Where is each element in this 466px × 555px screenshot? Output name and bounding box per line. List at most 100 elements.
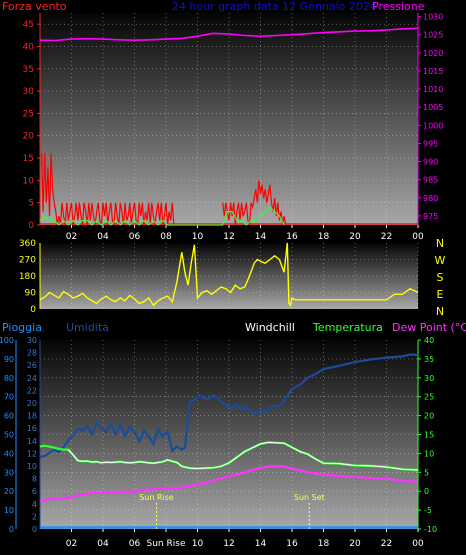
sun-set-label: Sun Set (294, 493, 325, 502)
humidity-axis-tick-label: 24 (27, 374, 37, 383)
time-tick-label: 22 (381, 539, 392, 549)
time-tick-label: 04 (97, 232, 109, 242)
time-tick-label: 00 (412, 539, 424, 549)
humidity-axis-tick-label: 12 (27, 449, 37, 458)
wind_avg-line (39, 206, 285, 226)
temperature-axis-tick-label: -10 (424, 525, 437, 534)
wind-axis-tick-label: 30 (23, 87, 35, 97)
wind-axis-tick-label: 45 (23, 20, 34, 30)
pressure-axis-tick-label: 1000 (423, 121, 443, 130)
wind-pressure-series (39, 27, 419, 226)
humidity-axis-tick-label: 20 (27, 399, 37, 408)
humidity-axis-tick-label: 0 (32, 525, 37, 534)
time-tick-label: 18 (318, 539, 330, 549)
time-tick-label: 06 (129, 232, 141, 242)
time-tick-label: Sun Rise (147, 539, 186, 549)
dewpoint-line (39, 465, 419, 503)
temperature-axis-tick-label: 0 (424, 487, 429, 496)
humidity-axis-tick-label: 6 (32, 487, 37, 496)
dewpoint-legend-label: Dew Point (°C) (392, 321, 466, 334)
pressure-axis-tick-label: 1010 (423, 85, 443, 94)
rain-axis-tick-label: 50 (4, 431, 14, 440)
humidity-axis-tick-label: 22 (27, 386, 37, 395)
temperature-axis: -10 -5 0 5 10 15 20 25 30 35 40 (417, 336, 437, 534)
rain-axis-tick-label: 90 (4, 355, 14, 364)
compass-label: N (436, 237, 444, 250)
direction-axis-tick-label: 180 (19, 272, 36, 282)
time-tick-label: 14 (255, 539, 267, 549)
rain-axis-tick-label: 0 (9, 525, 14, 534)
temperature-legend-label: Temperatura (312, 321, 383, 334)
wind-axis-tick-label: 40 (23, 42, 35, 52)
humidity-axis-tick-label: 8 (32, 475, 37, 484)
temperature-series (39, 353, 419, 529)
time-tick-label: 14 (255, 232, 267, 242)
humidity-axis-tick-label: 18 (27, 412, 37, 421)
humidity-axis-tick-label: 14 (27, 437, 37, 446)
temperature-axis-tick-label: 35 (424, 355, 434, 364)
time-tick-label: 12 (223, 232, 234, 242)
time-tick-label: 06 (129, 539, 141, 549)
temperature-plot-area (40, 340, 418, 529)
temperature-axis-tick-label: 15 (424, 431, 434, 440)
time-tick-label: 08 (160, 232, 172, 242)
wind-axis-label: Forza vento (2, 0, 67, 13)
rain-axis-tick-label: 100 (0, 336, 14, 345)
temperature-axis-tick-label: 30 (424, 374, 434, 383)
rain-legend-label: Pioggia (2, 321, 42, 334)
compass-label: W (435, 254, 446, 267)
pressure-axis-tick-label: 1030 (423, 13, 443, 22)
pressure-axis-tick-label: 975 (423, 212, 438, 221)
pressure-axis-label: Pressione (372, 0, 425, 13)
wind-axis-tick-label: 0 (28, 221, 34, 231)
time-tick-label: 02 (66, 232, 77, 242)
pressure-axis-tick-label: 1005 (423, 103, 443, 112)
wind-speed-axis: 0 5 10 15 20 25 30 35 40 45 (23, 13, 41, 231)
humidity-legend-label: Umidita (66, 321, 109, 334)
compass-label: N (436, 305, 444, 318)
humidity-axis-tick-label: 30 (27, 336, 37, 345)
pressure-axis-tick-label: 980 (423, 194, 438, 203)
pressure-axis-tick-label: 985 (423, 176, 438, 185)
direction-axis-tick-label: 0 (30, 305, 36, 315)
direction-axis-tick-label: 90 (25, 289, 37, 299)
temperature-axis-tick-label: 20 (424, 412, 434, 421)
time-tick-label: 10 (192, 539, 204, 549)
wind_gust_b-line (222, 180, 287, 226)
pressure-axis-tick-label: 990 (423, 158, 438, 167)
wind-axis-tick-label: 35 (23, 65, 34, 75)
pressure-axis-tick-label: 1015 (423, 67, 443, 76)
time-tick-label: 02 (66, 539, 77, 549)
rain-axis-tick-label: 20 (4, 487, 14, 496)
compass-label: E (437, 288, 444, 301)
direction-line (39, 242, 419, 307)
wind_gust-line (41, 153, 175, 226)
wind-axis-tick-label: 10 (23, 176, 35, 186)
time-tick-label: 20 (349, 232, 361, 242)
chart-title: 24 hour graph data 12 Gennaio 2024 (172, 0, 377, 13)
windchill-legend-label: Windchill (245, 321, 295, 334)
humidity-axis-tick-label: 28 (27, 349, 37, 358)
rain-axis-tick-label: 30 (4, 468, 14, 477)
sun-markers: Sun Rise Sun Set (139, 493, 325, 529)
time-tick-label: 12 (223, 539, 234, 549)
compass-label: S (437, 271, 444, 284)
time-tick-label: 20 (349, 539, 361, 549)
direction-axis: 0 90 180 270 360 (19, 239, 41, 315)
temperature-axis-tick-label: 25 (424, 393, 434, 402)
time-tick-label: 10 (192, 232, 204, 242)
time-tick-label: 16 (286, 539, 298, 549)
humidity-axis-tick-label: 16 (27, 424, 37, 433)
rain-axis-tick-label: 40 (4, 449, 14, 458)
time-tick-label: 00 (412, 232, 424, 242)
time-tick-label: 04 (97, 539, 109, 549)
temperature-axis-tick-label: 40 (424, 336, 434, 345)
temperature-axis-tick-label: -5 (424, 506, 432, 515)
pressure-axis-tick-label: 1020 (423, 49, 443, 58)
wind-direction-series (39, 242, 419, 307)
pressure-axis-tick-label: 1025 (423, 31, 443, 40)
